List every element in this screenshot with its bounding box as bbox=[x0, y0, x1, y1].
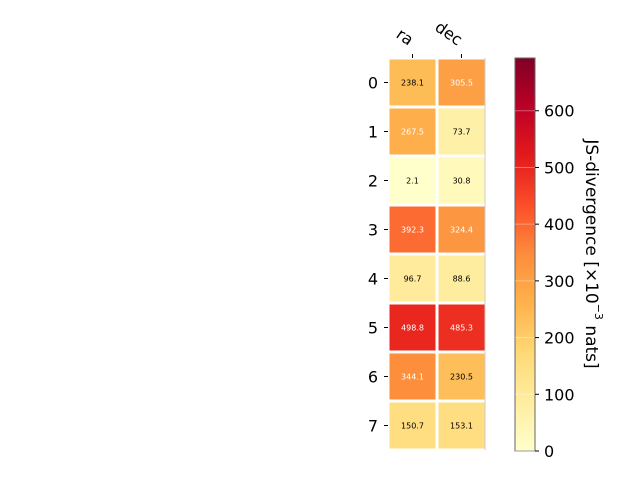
heatmap-cell bbox=[438, 402, 485, 449]
colorbar-tick-label: 600 bbox=[544, 102, 575, 121]
row-label: 2 bbox=[368, 172, 378, 191]
colorbar-title: JS-divergence [×10−3 nats] bbox=[581, 138, 605, 368]
cell-value-label: 230.5 bbox=[450, 373, 473, 382]
heatmap-cell bbox=[389, 108, 436, 155]
heatmap-cell bbox=[389, 255, 436, 302]
cell-value-label: 238.1 bbox=[401, 79, 424, 88]
column-label: ra bbox=[393, 24, 417, 49]
colorbar-tick-label: 300 bbox=[544, 272, 575, 291]
heatmap-cells: 238.1 305.5 267.5 73.7 2.1 30.8 392.3 324.4 96.7… bbox=[389, 58, 486, 450]
cell-value-label: 2.1 bbox=[406, 177, 419, 186]
heatmap-cell bbox=[438, 304, 485, 351]
row-label: 5 bbox=[368, 319, 378, 338]
row-label: 4 bbox=[368, 270, 378, 289]
colorbar-tick-label: 400 bbox=[544, 215, 575, 234]
cell-value-label: 498.8 bbox=[401, 324, 424, 333]
heatmap-cell bbox=[389, 353, 436, 400]
heatmap-cell bbox=[438, 353, 485, 400]
heatmap-cell bbox=[389, 402, 436, 449]
column-labels: ra dec bbox=[393, 17, 466, 58]
cell-value-label: 30.8 bbox=[453, 177, 471, 186]
cell-value-label: 485.3 bbox=[450, 324, 473, 333]
heatmap-cell bbox=[438, 255, 485, 302]
heatmap-cell bbox=[438, 59, 485, 106]
heatmap-cell bbox=[438, 108, 485, 155]
colorbar: 0 100 200 300 400 500 600 bbox=[514, 57, 575, 461]
colorbar-tick-label: 0 bbox=[544, 442, 554, 461]
colorbar-title-exponent: −3 bbox=[592, 304, 605, 320]
heatmap-cell bbox=[389, 206, 436, 253]
row-label: 1 bbox=[368, 123, 378, 142]
heatmap-cell bbox=[438, 157, 485, 204]
row-label: 0 bbox=[368, 74, 378, 93]
colorbar-tick-label: 200 bbox=[544, 329, 575, 348]
cell-value-label: 344.1 bbox=[401, 373, 424, 382]
colorbar-tick-label: 500 bbox=[544, 158, 575, 177]
heatmap-cell bbox=[389, 59, 436, 106]
cell-value-label: 324.4 bbox=[450, 226, 473, 235]
row-label: 3 bbox=[368, 221, 378, 240]
cell-value-label: 96.7 bbox=[404, 275, 422, 284]
cell-value-label: 267.5 bbox=[401, 128, 424, 137]
cell-value-label: 392.3 bbox=[401, 226, 424, 235]
cell-value-label: 305.5 bbox=[450, 79, 473, 88]
row-labels: 0 1 2 3 4 5 6 7 bbox=[368, 74, 388, 436]
heatmap-cell bbox=[389, 157, 436, 204]
heatmap-cell bbox=[438, 206, 485, 253]
colorbar-title-main: JS-divergence [×10 bbox=[581, 138, 601, 303]
row-label: 6 bbox=[368, 368, 378, 387]
cell-value-label: 88.6 bbox=[453, 275, 471, 284]
column-label: dec bbox=[432, 17, 466, 49]
colorbar-bar bbox=[514, 57, 536, 452]
heatmap-cell bbox=[389, 304, 436, 351]
cell-value-label: 150.7 bbox=[401, 422, 424, 431]
row-label: 7 bbox=[368, 417, 378, 436]
colorbar-tick-label: 100 bbox=[544, 385, 575, 404]
cell-value-label: 73.7 bbox=[453, 128, 471, 137]
colorbar-title-tail: nats] bbox=[581, 320, 601, 369]
cell-value-label: 153.1 bbox=[450, 422, 473, 431]
